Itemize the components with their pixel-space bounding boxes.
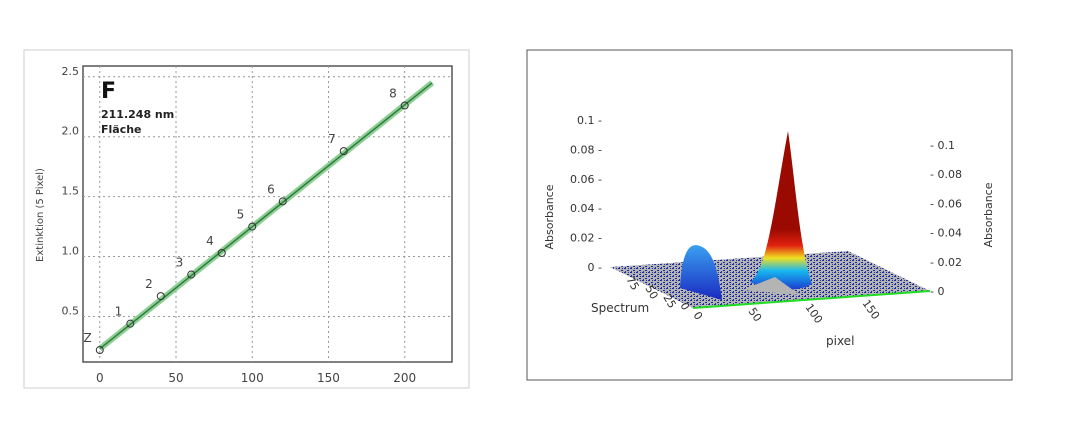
point-label: 1 [115, 305, 123, 319]
chart-frame [526, 49, 1013, 381]
data-point [156, 292, 165, 301]
z-tick-label-right: - 0 [930, 285, 944, 298]
point-label: 4 [206, 234, 214, 248]
z-tick-label-left: 0.04 - [570, 202, 602, 215]
y-axis-label: Spectrum [591, 301, 649, 315]
point-label: 8 [389, 87, 397, 101]
y-tick-label: 2.0 [62, 125, 80, 138]
z-tick-label-left: 0.06 - [570, 173, 602, 186]
main-peak [750, 131, 812, 290]
data-point [217, 248, 226, 257]
minor-ridge [680, 245, 722, 300]
point-label: 6 [267, 182, 275, 196]
z-axis-label-left: Absorbance [543, 184, 556, 249]
data-point [95, 346, 104, 355]
point-label: 2 [145, 277, 153, 291]
y-tick-label: 50 [642, 283, 660, 302]
data-point [339, 147, 348, 156]
z-tick-label-right: - 0.08 [930, 168, 962, 181]
z-tick-label-right: - 0.06 [930, 197, 962, 210]
x-tick-label: 150 [317, 371, 340, 385]
z-tick-label-right: - 0.02 [930, 256, 962, 269]
z-tick-label-left: 0.02 - [570, 232, 602, 245]
grid [83, 66, 452, 362]
y-tick-label: 75 [623, 274, 641, 293]
z-axis-label-right: Absorbance [982, 182, 995, 247]
y-tick-label: 1.0 [62, 245, 80, 258]
x-axis-label: pixel [826, 334, 854, 348]
y-tick-label: 2.5 [62, 65, 80, 78]
data-point [248, 222, 257, 231]
point-label: 3 [176, 256, 184, 270]
point-label: 5 [237, 208, 245, 222]
tick-labels: 0 50 100 150 200 0.5 1.0 1.5 2.0 2.5 [62, 65, 417, 385]
z-tick-label-right: - 0.04 [930, 227, 962, 240]
chart-title: F [101, 79, 116, 104]
x-tick-label: 50 [168, 371, 183, 385]
z-tick-label-left: 0.1 - [577, 114, 602, 127]
z-tick-label-right: - 0.1 [930, 139, 955, 152]
mode-label: Fläche [101, 123, 142, 136]
wavelength-label: 211.248 nm [101, 108, 174, 121]
regression-line [99, 82, 433, 350]
y-tick-label: 25 [660, 292, 678, 311]
y-tick-label: 1.5 [62, 185, 80, 198]
x-tick-label: 0 [96, 371, 104, 385]
data-points: Z 1 2 3 4 5 6 7 8 [84, 87, 409, 355]
fit-line [97, 80, 435, 352]
y-axis-label: Extinktion (5 Pixel) [35, 168, 46, 262]
data-point [400, 101, 409, 110]
x-tick-label: 100 [241, 371, 264, 385]
z-tick-label-left: 0.08 - [570, 143, 602, 156]
data-point [187, 270, 196, 279]
z-tick-label-left: 0 - [588, 261, 602, 274]
y-tick-label: 0.5 [62, 304, 80, 317]
x-tick-label: 200 [393, 371, 416, 385]
point-label: 7 [328, 132, 336, 146]
point-label: Z [84, 331, 92, 345]
data-point [126, 319, 135, 328]
peak-shadow [742, 277, 800, 295]
floor-edge [692, 290, 931, 309]
data-point [278, 197, 287, 206]
